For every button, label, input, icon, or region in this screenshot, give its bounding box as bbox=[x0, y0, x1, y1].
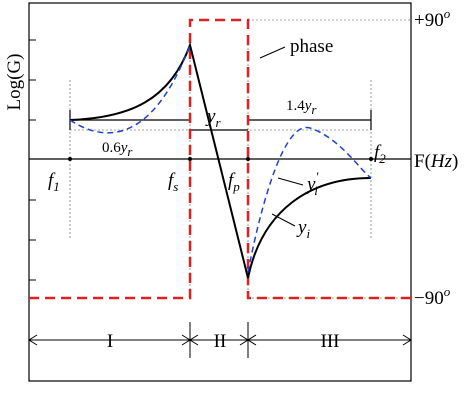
label-part: f bbox=[168, 170, 176, 191]
region-label: III bbox=[321, 331, 340, 352]
freq-label: f2 bbox=[374, 142, 386, 166]
yi-prime-curve bbox=[69, 44, 372, 273]
label-part: +90 bbox=[414, 10, 444, 31]
x-label-part: Hz bbox=[430, 151, 453, 172]
label-part: f bbox=[228, 170, 236, 191]
leader bbox=[277, 177, 304, 186]
label-part: o bbox=[444, 284, 451, 299]
freq-label: fs bbox=[168, 170, 178, 194]
curve-label: y' i bbox=[305, 169, 318, 198]
region-label: I bbox=[107, 331, 113, 352]
label-part: 1 bbox=[53, 179, 60, 194]
label-part: f bbox=[374, 142, 382, 163]
phase-top-label: +90o bbox=[414, 6, 451, 31]
label-part: 0.6 bbox=[102, 140, 121, 156]
yi-curve bbox=[69, 41, 372, 279]
label-part: r bbox=[311, 102, 317, 117]
leader bbox=[271, 213, 296, 227]
y-label: Log(G) bbox=[4, 54, 25, 111]
curve-label: yi bbox=[296, 217, 310, 241]
y-ticks bbox=[29, 39, 36, 281]
frame bbox=[28, 2, 412, 382]
freq-label: f1 bbox=[48, 170, 60, 194]
axis-points bbox=[68, 157, 373, 161]
label-part: y bbox=[296, 217, 307, 238]
label-part: 1.4 bbox=[286, 98, 305, 114]
level-label: 0.6yr bbox=[102, 140, 133, 159]
label-part: 2 bbox=[379, 151, 386, 166]
phase-curve bbox=[29, 18, 411, 300]
region-label: II bbox=[214, 331, 227, 352]
label-part: y bbox=[205, 106, 216, 127]
level-label: 1.4yr bbox=[286, 98, 317, 117]
label-part: y bbox=[303, 98, 312, 114]
label-part: ' bbox=[315, 169, 318, 184]
label-part: r bbox=[215, 115, 221, 130]
label-part: r bbox=[127, 144, 133, 159]
freq-label: fp bbox=[228, 170, 240, 194]
phase-label: phase bbox=[290, 36, 333, 57]
label-part: s bbox=[173, 179, 178, 194]
label-part: p bbox=[232, 179, 240, 194]
phase-bottom-label: −90o bbox=[414, 284, 451, 309]
label-part: −90 bbox=[414, 288, 444, 309]
label-part: o bbox=[444, 6, 451, 21]
label-part: i bbox=[314, 183, 318, 198]
level-label: yr bbox=[205, 106, 221, 130]
label-part: y bbox=[119, 140, 128, 156]
leader bbox=[259, 46, 286, 59]
yr-levels bbox=[69, 110, 372, 131]
x-label: F(Hz) bbox=[414, 151, 458, 172]
label-part: i bbox=[306, 226, 310, 241]
x-label-part: F( bbox=[414, 151, 431, 172]
label-part: f bbox=[48, 170, 56, 191]
label-part: y bbox=[305, 174, 316, 195]
region-markers bbox=[28, 322, 412, 358]
x-label-part: ) bbox=[452, 151, 458, 172]
